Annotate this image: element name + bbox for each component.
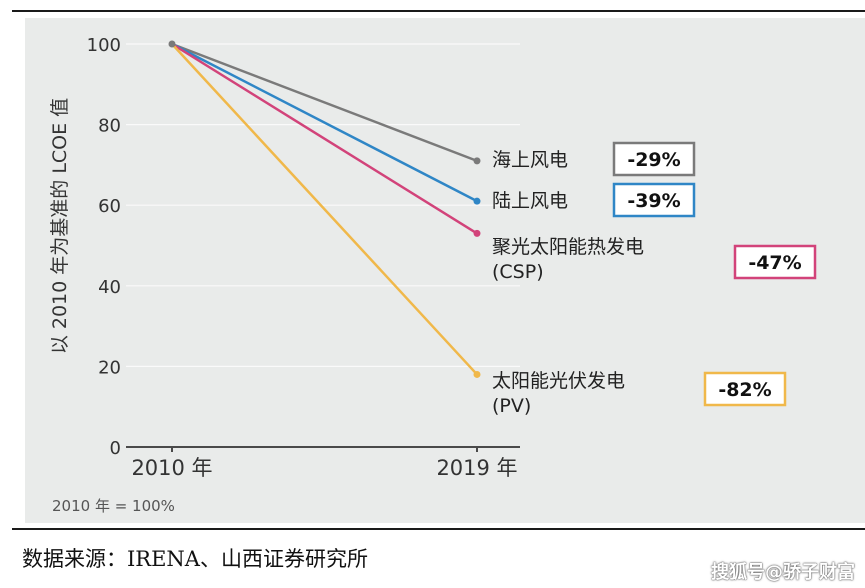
gridlines bbox=[126, 43, 520, 367]
series-line bbox=[170, 42, 479, 235]
series-name-label: 聚光太阳能热发电 bbox=[492, 236, 644, 258]
series-end-point bbox=[473, 370, 481, 378]
change-badge-label: -39% bbox=[627, 190, 680, 212]
y-axis-label: 以 2010 年为基准的 LCOE 值 bbox=[49, 98, 71, 354]
series-line bbox=[170, 42, 479, 203]
change-badge-box bbox=[612, 141, 696, 177]
source-note: 数据来源：IRENA、山西证券研究所 bbox=[22, 547, 368, 571]
watermark: 搜狐号@骄子财富 bbox=[711, 562, 855, 583]
x-tick-labels: 2010 年 2019 年 bbox=[131, 456, 517, 480]
series-line bbox=[170, 42, 479, 376]
change-badge-label: -82% bbox=[718, 379, 771, 401]
series-name-label: 陆上风电 bbox=[492, 190, 568, 212]
series-end-point bbox=[473, 197, 481, 205]
chart-panel bbox=[25, 18, 865, 523]
y-tick-label: 20 bbox=[98, 357, 121, 378]
change-badge-box bbox=[733, 244, 817, 280]
x-tick-label: 2019 年 bbox=[436, 456, 517, 480]
series-start-point bbox=[168, 40, 176, 48]
series-end-point bbox=[473, 157, 481, 165]
series-name-label-line2: (CSP) bbox=[492, 261, 544, 283]
change-badge-box bbox=[703, 371, 787, 407]
y-tick-label: 60 bbox=[98, 196, 121, 217]
y-tick-label: 80 bbox=[98, 116, 121, 137]
x-tick-label: 2010 年 bbox=[131, 456, 212, 480]
axes bbox=[126, 446, 520, 452]
series-end-point bbox=[473, 229, 481, 237]
change-badge-label: -29% bbox=[627, 149, 680, 171]
series-name-label-line2: (PV) bbox=[492, 395, 531, 417]
bottom-rule bbox=[12, 528, 865, 530]
series-line bbox=[170, 42, 479, 163]
y-tick-label: 40 bbox=[98, 277, 121, 298]
series-end-labels: 海上风电 -29% 陆上风电 -39% 聚光太阳能热发电 (CSP) -47% 太阳能光伏发电… bbox=[492, 141, 817, 417]
change-badge-label: -47% bbox=[748, 252, 801, 274]
scale-note: 2010 年 = 100% bbox=[52, 497, 175, 515]
series-lines bbox=[168, 40, 481, 378]
series-name-label: 太阳能光伏发电 bbox=[492, 370, 625, 392]
series-name-label: 海上风电 bbox=[492, 149, 568, 171]
y-tick-label: 100 bbox=[87, 35, 121, 56]
top-rule bbox=[12, 10, 865, 12]
y-tick-labels: 0 20 40 60 80 100 bbox=[87, 35, 121, 459]
y-tick-label: 0 bbox=[110, 438, 121, 459]
change-badge-box bbox=[612, 182, 696, 218]
